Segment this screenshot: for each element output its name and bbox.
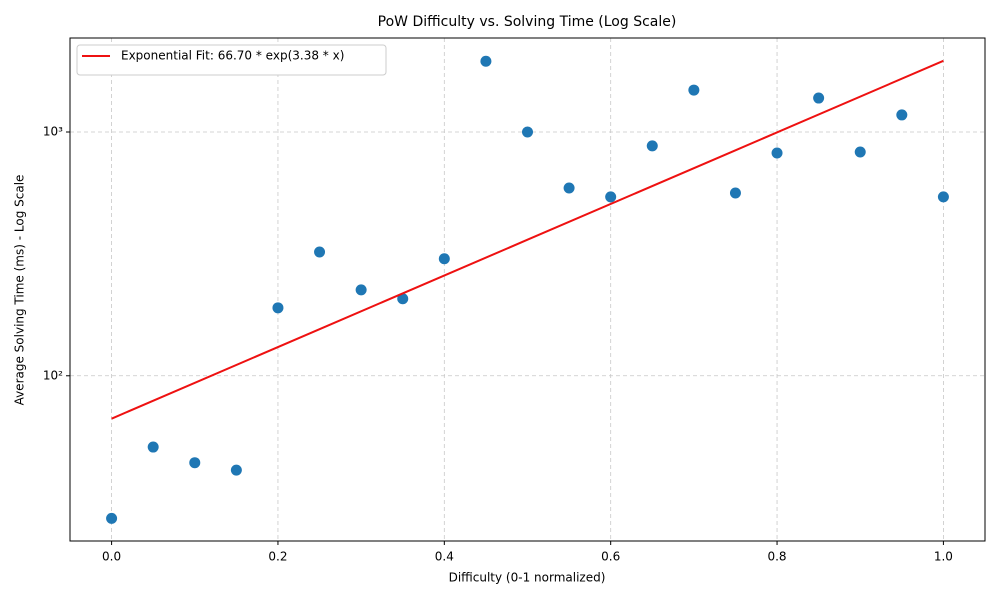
x-tick-label: 0.2 [268,550,287,564]
x-tick-label: 0.6 [601,550,620,564]
point [729,187,741,199]
fit-line [111,59,944,420]
point [605,191,617,203]
point [771,147,783,159]
point [189,457,201,469]
point [813,92,825,104]
y-tick-label: 10³ [43,125,63,139]
point [314,246,326,258]
y-axis-label: Average Solving Time (ms) - Log Scale [13,175,27,406]
point [522,126,533,138]
point [854,146,866,158]
x-tick-label: 0.0 [102,550,121,564]
x-axis-label: Difficulty (0-1 normalized) [449,571,606,585]
point [147,441,159,453]
point [230,464,242,476]
point [438,253,450,265]
x-tick-label: 0.8 [767,550,786,564]
legend-box [76,44,387,76]
point [272,302,284,314]
legend-label: Exponential Fit: 66.70 * exp(3.38 * x) [121,49,344,63]
plot-frame [69,37,986,542]
point [646,140,658,152]
x-tick-label: 0.4 [435,550,454,564]
point [397,293,409,305]
y-tick-label: 10² [43,368,63,382]
point [896,109,908,121]
x-tick-label: 1.0 [934,550,953,564]
chart-title: PoW Difficulty vs. Solving Time (Log Sca… [378,14,677,30]
point [480,55,492,67]
point [106,512,118,524]
point [563,182,575,194]
point [688,84,700,96]
point [937,191,949,203]
point [355,284,367,296]
